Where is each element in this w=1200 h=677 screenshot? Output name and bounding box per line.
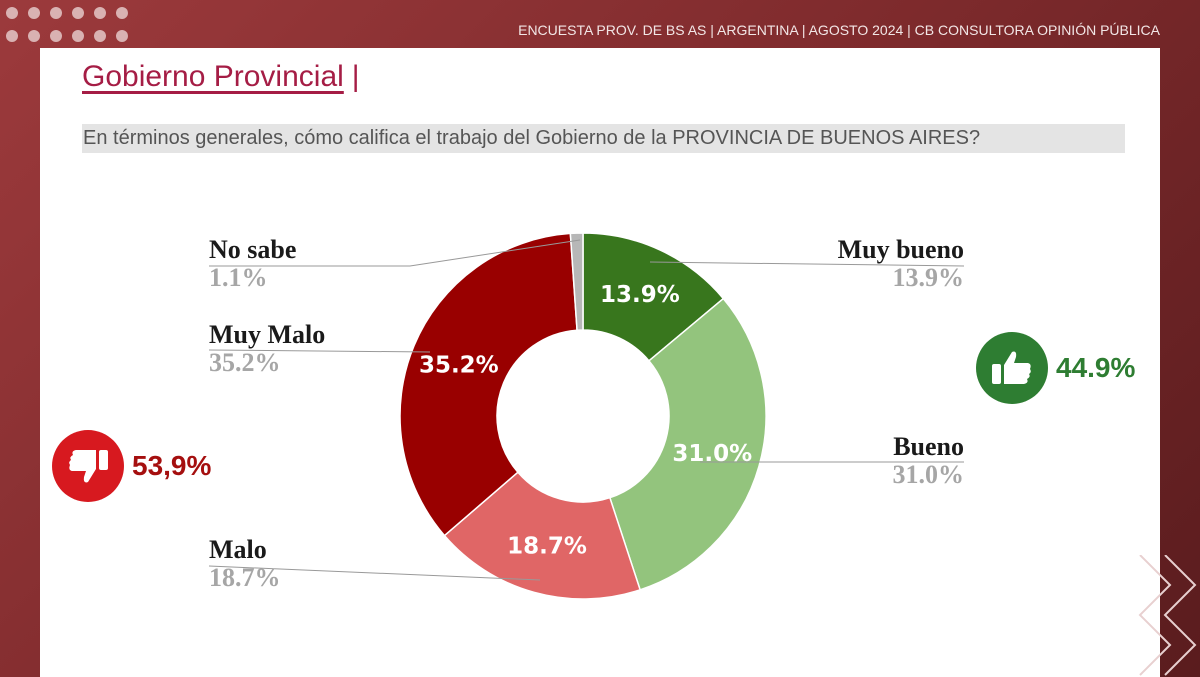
- thumbs-up-icon: [976, 332, 1048, 404]
- thumbs-down-icon: [52, 430, 124, 502]
- leader-line: [649, 261, 965, 267]
- legend-value: 31.0%: [892, 460, 965, 489]
- slice-bueno: [608, 297, 767, 591]
- slice-malo: [443, 471, 642, 600]
- label-bueno: Bueno 31.0%: [893, 433, 965, 489]
- slice-muy-bueno: [582, 232, 725, 362]
- leader-line: [209, 239, 581, 267]
- legend-name: Bueno: [893, 432, 964, 461]
- legend-name: Muy Malo: [209, 320, 326, 349]
- zigzag-decoration: [1138, 555, 1197, 676]
- slice-data-label: 18.7%: [507, 534, 587, 560]
- legend-value: 1.1%: [209, 263, 268, 292]
- legend-value: 18.7%: [209, 563, 281, 592]
- slice-data-label: 13.9%: [600, 282, 680, 308]
- legend-name: Malo: [209, 535, 267, 564]
- label-muy-malo: Muy Malo 35.2%: [209, 321, 325, 377]
- label-malo: Malo 18.7%: [209, 536, 281, 592]
- legend-value: 13.9%: [892, 263, 965, 292]
- slice-no-sabe: [569, 232, 584, 332]
- title-separator: |: [351, 60, 360, 93]
- negative-total: 53,9%: [132, 450, 212, 481]
- survey-header: ENCUESTA PROV. DE BS AS | ARGENTINA | AG…: [518, 22, 1160, 38]
- title-text: Gobierno Provincial: [82, 60, 344, 93]
- positive-badge: 44.9%: [976, 332, 1135, 404]
- negative-badge: 53,9%: [52, 430, 211, 502]
- legend-name: Muy bueno: [837, 235, 964, 264]
- leader-line: [208, 565, 541, 581]
- positive-total: 44.9%: [1056, 352, 1136, 383]
- label-muy-bueno: Muy bueno 13.9%: [838, 236, 964, 292]
- legend-value: 35.2%: [209, 348, 281, 377]
- slice-data-label: 35.2%: [419, 352, 499, 378]
- leader-line: [208, 349, 431, 353]
- slice-data-label: 31.0%: [672, 441, 752, 467]
- page-title: Gobierno Provincial |: [82, 60, 360, 94]
- label-no-sabe: No sabe 1.1%: [209, 236, 296, 292]
- question-text: En términos generales, cómo califica el …: [82, 124, 1125, 153]
- decorative-dots: [6, 7, 128, 42]
- legend-name: No sabe: [209, 235, 297, 264]
- slice-muy-malo: [399, 232, 578, 537]
